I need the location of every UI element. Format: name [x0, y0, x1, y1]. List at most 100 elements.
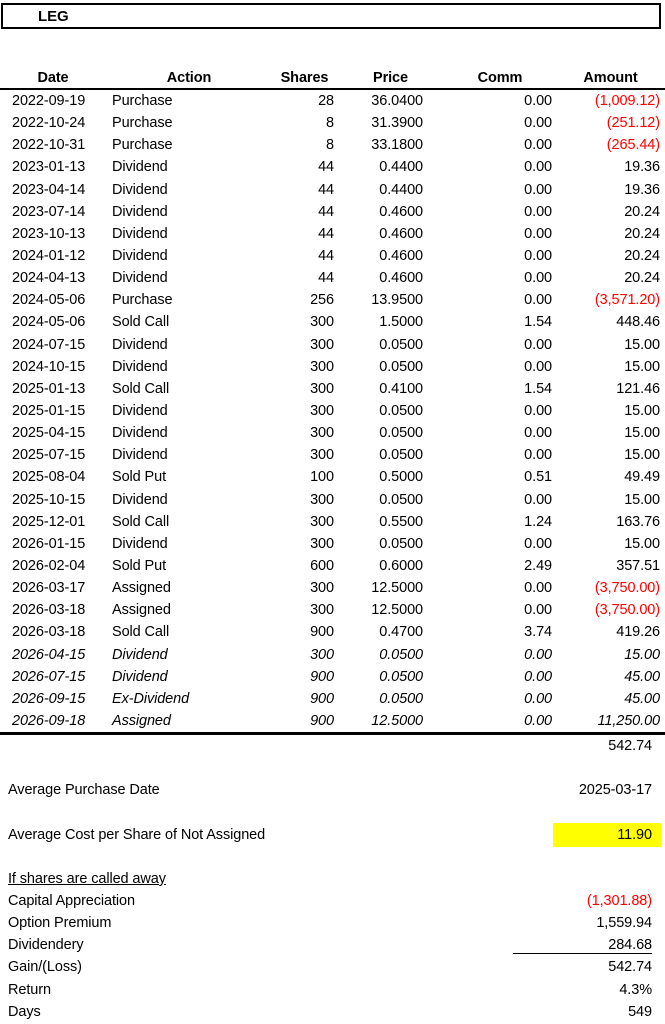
cell-amount: 19.36	[624, 181, 660, 198]
cell-amount: 419.26	[616, 624, 660, 641]
header-comm: Comm	[477, 70, 523, 86]
summary-row: Return 4.3%	[0, 978, 665, 1000]
cell-action: Purchase	[112, 137, 173, 154]
cell-comm: 0.00	[524, 181, 552, 198]
avg-purchase-date-value: 2025-03-17	[578, 782, 652, 799]
table-row: 2024-05-06 Purchase 256 13.9500 0.00 (3,…	[0, 289, 665, 311]
cell-amount: 20.24	[624, 270, 660, 287]
summary-label: Return	[8, 981, 51, 998]
cell-comm: 0.51	[524, 469, 552, 486]
cell-amount: 20.24	[624, 248, 660, 265]
table-row: 2024-04-13 Dividend 44 0.4600 0.00 20.24	[0, 267, 665, 289]
summary-value: (1,301.88)	[586, 892, 652, 909]
table-row: 2026-03-17 Assigned 300 12.5000 0.00 (3,…	[0, 577, 665, 599]
cell-action: Sold Put	[112, 469, 167, 486]
table-row: 2024-05-06 Sold Call 300 1.5000 1.54 448…	[0, 311, 665, 333]
summary-value: 1,559.94	[596, 915, 652, 932]
cell-date: 2024-01-12	[12, 248, 86, 265]
spacer-row	[0, 757, 665, 779]
cell-comm: 0.00	[524, 403, 552, 420]
cell-comm: 0.00	[524, 602, 552, 619]
avg-purchase-date-row: Average Purchase Date 2025-03-17	[0, 779, 665, 801]
spacer-row	[0, 801, 665, 823]
avg-purchase-date-label: Average Purchase Date	[8, 782, 160, 799]
summary-label: Gain/(Loss)	[8, 959, 82, 976]
cell-comm: 0.00	[524, 137, 552, 154]
cell-amount: 448.46	[616, 314, 660, 331]
cell-price: 0.6000	[379, 558, 423, 575]
cell-action: Dividend	[112, 248, 168, 265]
summary-row: Option Premium 1,559.94	[0, 912, 665, 934]
cell-action: Dividend	[112, 646, 168, 663]
cell-shares: 900	[310, 713, 334, 729]
cell-date: 2023-10-13	[12, 225, 86, 242]
cell-action: Dividend	[112, 403, 168, 420]
cell-amount: (3,750.00)	[594, 580, 660, 597]
table-row: 2022-09-19 Purchase 28 36.0400 0.00 (1,0…	[0, 90, 665, 112]
cell-action: Purchase	[112, 93, 173, 110]
cell-date: 2025-12-01	[12, 513, 86, 530]
cell-date: 2025-04-15	[12, 425, 86, 442]
avg-cost-row: Average Cost per Share of Not Assigned 1…	[0, 822, 665, 847]
cell-price: 0.0500	[379, 535, 423, 552]
cell-shares: 300	[310, 513, 334, 530]
summary-value: 542.74	[608, 959, 652, 976]
cell-action: Dividend	[112, 159, 168, 176]
cell-price: 0.4600	[379, 203, 423, 220]
cell-amount: (3,750.00)	[594, 602, 660, 619]
cell-date: 2022-10-24	[12, 115, 86, 132]
cell-amount: 15.00	[624, 336, 660, 353]
table-row: 2026-04-15 Dividend 300 0.0500 0.00 15.0…	[0, 644, 665, 666]
header-amount: Amount	[583, 70, 638, 86]
cell-comm: 0.00	[524, 668, 552, 685]
table-row: 2025-10-15 Dividend 300 0.0500 0.00 15.0…	[0, 489, 665, 511]
cell-shares: 44	[318, 225, 334, 242]
cell-amount: 49.49	[624, 469, 660, 486]
cell-shares: 300	[310, 447, 334, 464]
cell-shares: 300	[310, 602, 334, 619]
table-row: 2026-01-15 Dividend 300 0.0500 0.00 15.0…	[0, 533, 665, 555]
header-shares: Shares	[280, 70, 329, 86]
transactions-table: Date Action Shares Price Comm Amount 202…	[0, 68, 665, 1023]
table-row: 2026-09-15 Ex-Dividend 900 0.0500 0.00 4…	[0, 688, 665, 710]
cell-action: Dividend	[112, 535, 168, 552]
summary-value: 549	[628, 1003, 652, 1020]
cell-comm: 1.24	[524, 513, 552, 530]
cell-action: Sold Call	[112, 513, 170, 530]
cell-shares: 900	[310, 668, 334, 685]
cell-date: 2024-10-15	[12, 358, 86, 375]
cell-shares: 44	[318, 181, 334, 198]
cell-action: Ex-Dividend	[112, 690, 190, 707]
cell-amount: 15.00	[624, 425, 660, 442]
cell-action: Sold Call	[112, 380, 170, 397]
cell-price: 31.3900	[371, 115, 423, 132]
avg-cost-label: Average Cost per Share of Not Assigned	[8, 826, 266, 843]
cell-price: 33.1800	[371, 137, 423, 154]
cell-price: 0.0500	[379, 403, 423, 420]
table-row: 2025-04-15 Dividend 300 0.0500 0.00 15.0…	[0, 422, 665, 444]
cell-date: 2026-03-18	[12, 624, 86, 641]
cell-comm: 0.00	[524, 203, 552, 220]
cell-price: 0.4600	[379, 225, 423, 242]
cell-shares: 28	[318, 93, 334, 110]
cell-price: 12.5000	[371, 602, 423, 619]
cell-comm: 0.00	[524, 535, 552, 552]
cell-date: 2025-10-15	[12, 491, 86, 508]
cell-action: Dividend	[112, 447, 168, 464]
cell-date: 2023-07-14	[12, 203, 86, 220]
cell-date: 2023-01-13	[12, 159, 86, 176]
cell-date: 2025-07-15	[12, 447, 86, 464]
cell-shares: 44	[318, 248, 334, 265]
cell-date: 2026-09-15	[12, 690, 86, 707]
cell-comm: 0.00	[524, 93, 552, 110]
table-row: 2025-07-15 Dividend 300 0.0500 0.00 15.0…	[0, 444, 665, 466]
summary-label: Option Premium	[8, 915, 112, 932]
cell-shares: 300	[310, 314, 334, 331]
cell-action: Dividend	[112, 668, 168, 685]
cell-action: Dividend	[112, 336, 168, 353]
table-row: 2026-07-15 Dividend 900 0.0500 0.00 45.0…	[0, 666, 665, 688]
cell-amount: 357.51	[616, 558, 660, 575]
table-row: 2025-12-01 Sold Call 300 0.5500 1.24 163…	[0, 511, 665, 533]
cell-date: 2022-10-31	[12, 137, 86, 154]
cell-price: 0.4600	[379, 248, 423, 265]
